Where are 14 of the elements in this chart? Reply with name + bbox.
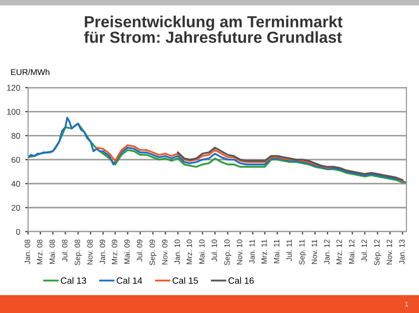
y-tick-label: 60 xyxy=(12,156,20,163)
legend-label: Cal 15 xyxy=(172,277,198,284)
y-axis-title: EUR/MWh xyxy=(11,68,50,76)
y-tick-label: 120 xyxy=(7,84,20,91)
legend-label: Cal 16 xyxy=(228,277,254,284)
y-tick-label: 40 xyxy=(11,180,20,187)
y-tick-label: 80 xyxy=(12,132,20,139)
legend-label: Cal 14 xyxy=(116,277,142,284)
y-tick-label: 100 xyxy=(7,108,20,115)
legend-label: Cal 13 xyxy=(60,277,86,284)
line-series xyxy=(176,146,404,181)
y-tick-label: 0 xyxy=(16,228,20,235)
chart-title: Preisentwicklung am Terminmarkt für Strom: Jahresfuture Grundlast xyxy=(84,16,343,43)
y-tick-label: 20 xyxy=(12,204,20,211)
